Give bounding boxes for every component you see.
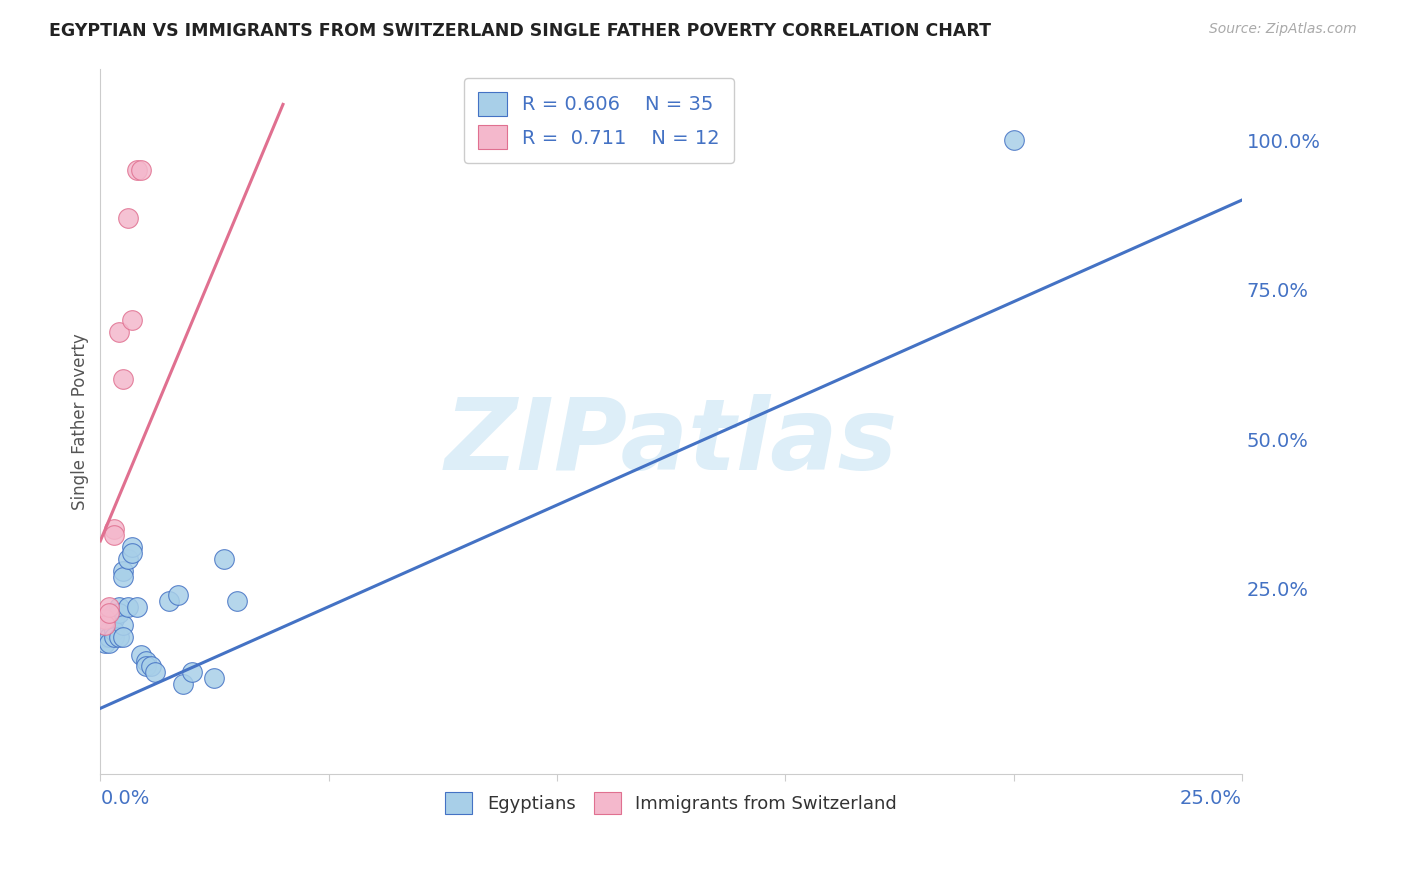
Y-axis label: Single Father Poverty: Single Father Poverty	[72, 333, 89, 509]
Point	[94, 617, 117, 632]
Point	[117, 211, 139, 225]
Point	[117, 552, 139, 566]
Point	[98, 606, 121, 620]
Point	[107, 606, 129, 620]
Point	[112, 617, 135, 632]
Point	[98, 624, 121, 638]
Point	[143, 665, 166, 680]
Text: ZIPatlas: ZIPatlas	[444, 394, 897, 491]
Point	[135, 659, 157, 673]
Point	[131, 163, 153, 178]
Point	[212, 552, 235, 566]
Point	[1002, 133, 1025, 147]
Legend: Egyptians, Immigrants from Switzerland: Egyptians, Immigrants from Switzerland	[434, 781, 908, 825]
Point	[172, 677, 194, 691]
Point	[107, 630, 129, 644]
Point	[125, 599, 148, 614]
Point	[98, 617, 121, 632]
Point	[103, 528, 125, 542]
Text: EGYPTIAN VS IMMIGRANTS FROM SWITZERLAND SINGLE FATHER POVERTY CORRELATION CHART: EGYPTIAN VS IMMIGRANTS FROM SWITZERLAND …	[49, 22, 991, 40]
Point	[103, 606, 125, 620]
Point	[112, 372, 135, 386]
Point	[204, 672, 226, 686]
Point	[98, 630, 121, 644]
Point	[180, 665, 202, 680]
Point	[131, 648, 153, 662]
Point	[167, 588, 190, 602]
Point	[94, 630, 117, 644]
Point	[226, 593, 249, 607]
Point	[107, 599, 129, 614]
Point	[121, 312, 143, 326]
Point	[135, 653, 157, 667]
Point	[103, 522, 125, 536]
Point	[125, 163, 148, 178]
Point	[98, 599, 121, 614]
Text: Source: ZipAtlas.com: Source: ZipAtlas.com	[1209, 22, 1357, 37]
Point	[117, 599, 139, 614]
Point	[121, 546, 143, 560]
Point	[112, 630, 135, 644]
Point	[94, 635, 117, 649]
Point	[103, 630, 125, 644]
Point	[98, 635, 121, 649]
Text: 25.0%: 25.0%	[1180, 789, 1241, 808]
Point	[94, 612, 117, 626]
Point	[139, 659, 162, 673]
Text: 0.0%: 0.0%	[100, 789, 149, 808]
Point	[107, 325, 129, 339]
Point	[157, 593, 180, 607]
Point	[121, 540, 143, 554]
Point	[112, 570, 135, 584]
Point	[112, 564, 135, 578]
Point	[103, 624, 125, 638]
Point	[103, 612, 125, 626]
